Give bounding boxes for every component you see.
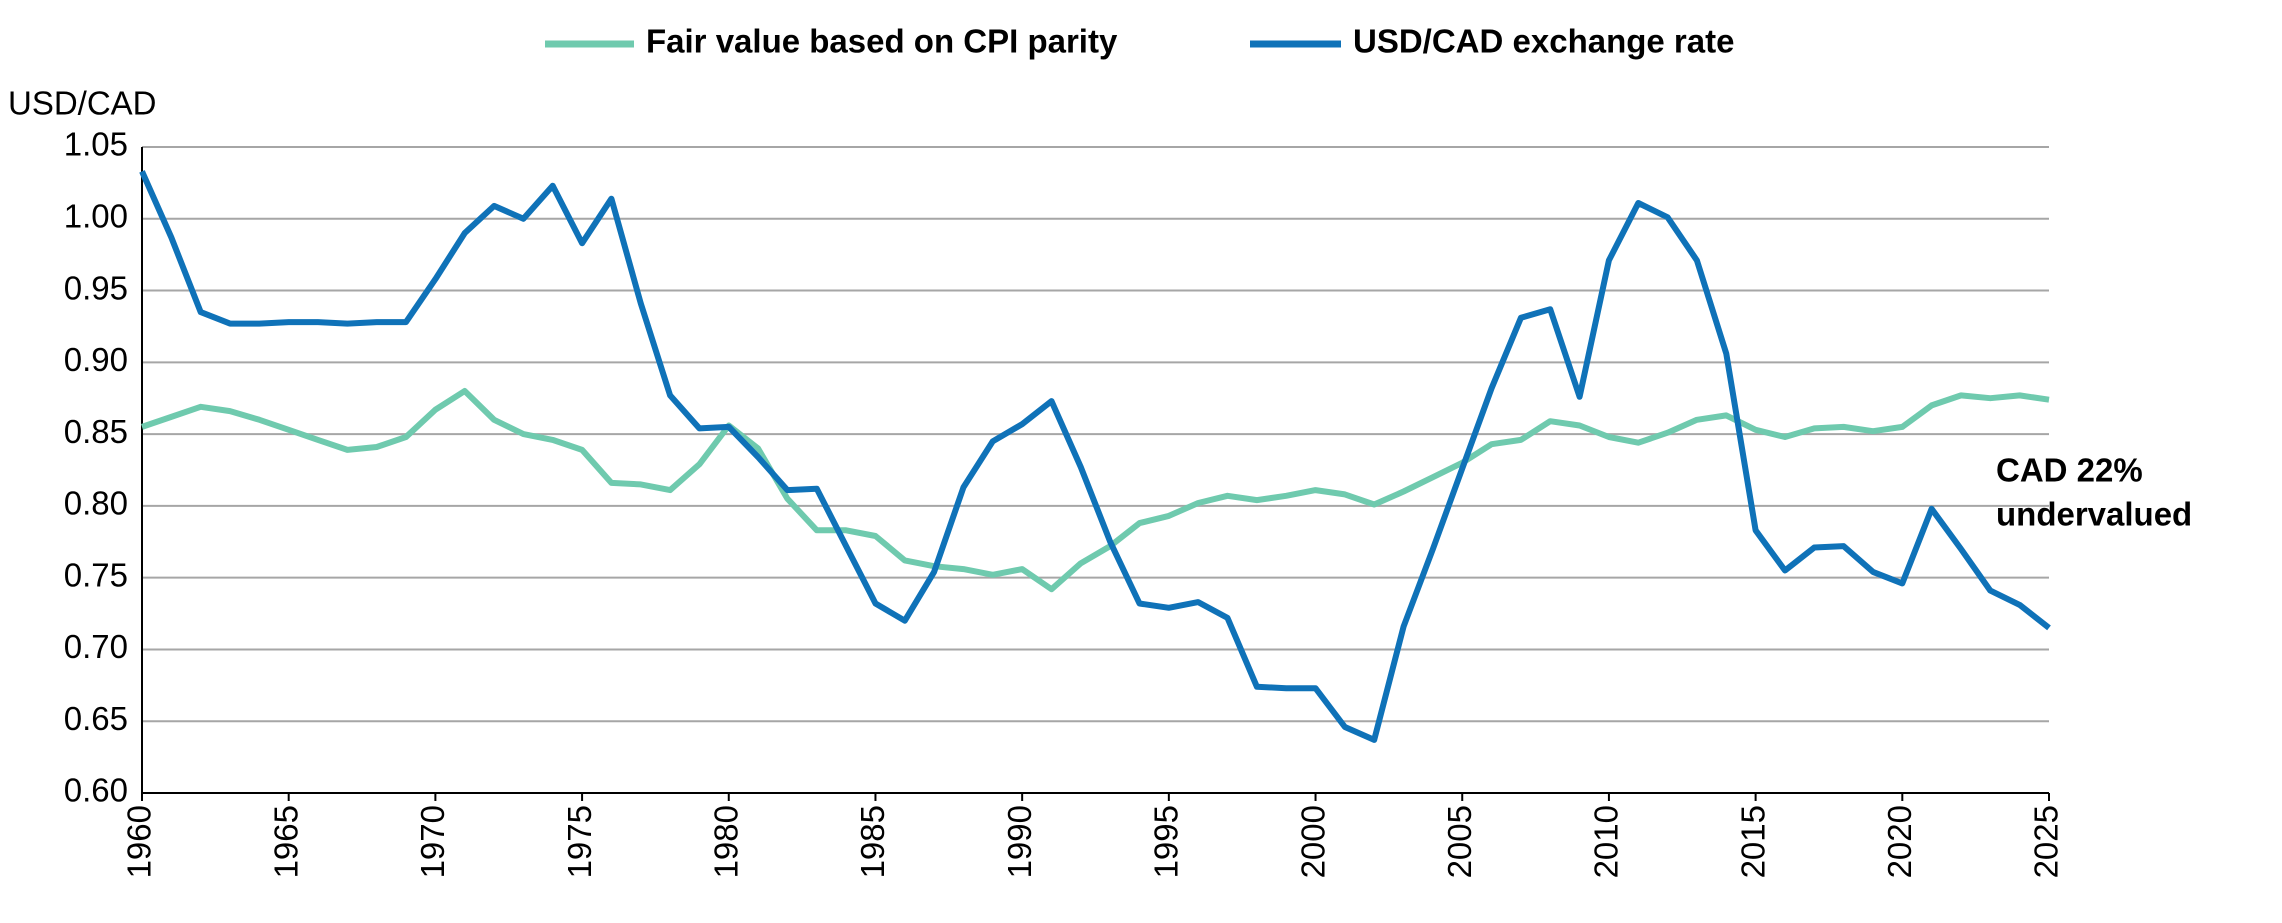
x-tick-label: 2015 bbox=[1734, 805, 1771, 878]
x-tick-label: 1965 bbox=[267, 805, 304, 878]
legend-label: Fair value based on CPI parity bbox=[646, 23, 1118, 60]
annotation: undervalued bbox=[1996, 496, 2192, 533]
x-tick-label: 1970 bbox=[414, 805, 451, 878]
x-tick-label: 1995 bbox=[1148, 805, 1185, 878]
x-tick-label: 1960 bbox=[121, 805, 158, 878]
y-tick-label: 1.00 bbox=[64, 197, 128, 234]
x-tick-label: 2005 bbox=[1441, 805, 1478, 878]
y-tick-label: 0.95 bbox=[64, 269, 128, 306]
y-tick-label: 0.80 bbox=[64, 485, 128, 522]
y-tick-label: 0.65 bbox=[64, 700, 128, 737]
y-tick-label: 0.70 bbox=[64, 628, 128, 665]
legend-label: USD/CAD exchange rate bbox=[1353, 23, 1734, 60]
series-line bbox=[141, 388, 2050, 593]
x-tick-label: 1985 bbox=[854, 805, 891, 878]
y-tick-label: 0.85 bbox=[64, 413, 128, 450]
annotation: CAD 22% bbox=[1996, 452, 2143, 489]
y-tick-label: 0.90 bbox=[64, 341, 128, 378]
x-tick-label: 2010 bbox=[1588, 805, 1625, 878]
y-axis-label: USD/CAD bbox=[8, 85, 157, 122]
x-tick-label: 1975 bbox=[561, 805, 598, 878]
y-tick-label: 0.60 bbox=[64, 772, 128, 809]
x-tick-label: 1980 bbox=[707, 805, 744, 878]
x-tick-label: 1990 bbox=[1001, 805, 1038, 878]
y-tick-label: 0.75 bbox=[64, 556, 128, 593]
y-tick-label: 1.05 bbox=[64, 126, 128, 163]
x-tick-label: 2000 bbox=[1294, 805, 1331, 878]
series-line bbox=[139, 170, 2051, 743]
x-tick-label: 2020 bbox=[1881, 805, 1918, 878]
x-tick-label: 2025 bbox=[2028, 805, 2065, 878]
